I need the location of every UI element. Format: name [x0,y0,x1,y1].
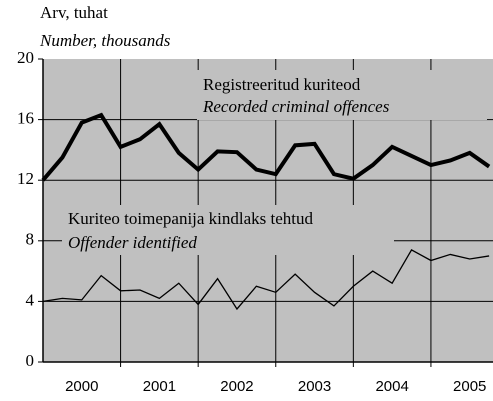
series-line [42,249,490,311]
label-box [197,70,487,120]
x-tick-label: 2001 [143,378,176,395]
x-tick-label: 2005 [453,378,486,395]
series-label: Registreeritud kuriteod [203,75,361,94]
series-label-en: Offender identified [68,233,197,252]
y-tick-label: 8 [26,230,35,249]
y-tick-label: 16 [17,109,34,128]
series-label: Kuriteo toimepanija kindlaks tehtud [68,209,314,228]
series-label-en: Recorded criminal offences [202,97,390,116]
x-tick-label: 2002 [220,378,253,395]
x-tick-label: 2004 [375,378,408,395]
label-box [62,205,394,255]
y-tick-label: 0 [26,351,35,370]
y-tick-label: 20 [17,48,34,67]
y-tick-label: 4 [26,290,35,309]
x-tick-label: 2003 [298,378,331,395]
x-tick-label: 2000 [65,378,98,395]
series-line [41,112,491,182]
y-tick-label: 12 [17,169,34,188]
y-axis-label: Arv, tuhat [40,3,108,22]
y-axis-label-en: Number, thousands [39,31,171,50]
